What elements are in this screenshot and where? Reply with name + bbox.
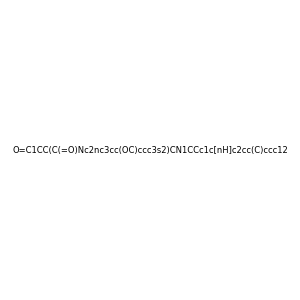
Text: O=C1CC(C(=O)Nc2nc3cc(OC)ccc3s2)CN1CCc1c[nH]c2cc(C)ccc12: O=C1CC(C(=O)Nc2nc3cc(OC)ccc3s2)CN1CCc1c[… [12, 146, 288, 154]
